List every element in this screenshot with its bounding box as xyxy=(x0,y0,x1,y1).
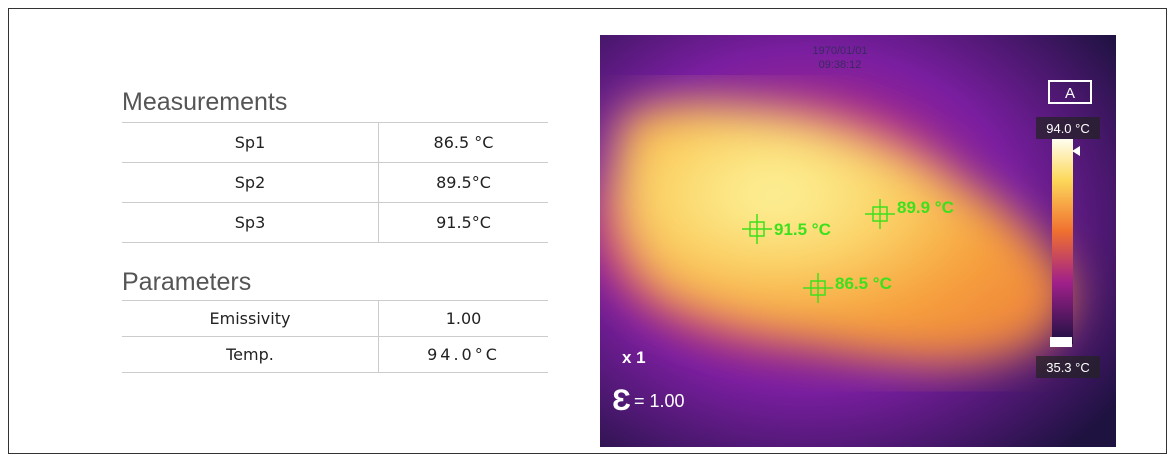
zoom: x 1 xyxy=(622,348,646,367)
section-title: Parameters xyxy=(122,268,252,296)
section-title: Measurements xyxy=(122,88,288,116)
epsilon-symbol: Ɛ xyxy=(612,384,631,417)
date: 1970/01/01 xyxy=(812,45,867,57)
table-cell: 91.5°C xyxy=(378,202,548,243)
measurements-table: Sp1 86.5 °C Sp2 89.5°C Sp3 91.5°C xyxy=(122,122,548,243)
thermal-image: A 94.0 °C 35.3 °C 1970/01/01 09:38:12 91… xyxy=(600,35,1116,447)
spot-label: 86.5 °C xyxy=(835,274,892,293)
table-cell: Sp2 xyxy=(122,162,379,203)
parameters-table: Emissivity 1.00 Temp. 94.0°C xyxy=(122,300,548,373)
mode-label: A xyxy=(1065,85,1075,102)
table-cell: 1.00 xyxy=(378,300,548,337)
table-row: Sp2 89.5°C xyxy=(122,162,548,203)
table-cell: 94.0°C xyxy=(378,336,548,373)
page-frame xyxy=(8,8,1167,454)
table-cell: 86.5 °C xyxy=(378,122,548,163)
emissivity: = 1.00 xyxy=(634,391,685,411)
table-cell: 89.5°C xyxy=(378,162,548,203)
table-cell: Sp1 xyxy=(122,122,379,163)
scale-max: 94.0 °C xyxy=(1046,121,1090,136)
table-cell: Sp3 xyxy=(122,202,379,243)
scale-min: 35.3 °C xyxy=(1046,360,1090,375)
table-cell: Emissivity xyxy=(122,300,379,337)
table-cell: Temp. xyxy=(122,336,379,373)
table-row: Sp1 86.5 °C xyxy=(122,122,548,163)
time: 09:38:12 xyxy=(819,59,862,71)
table-row: Emissivity 1.00 xyxy=(122,300,548,337)
table-row: Sp3 91.5°C xyxy=(122,202,548,243)
spot-label: 91.5 °C xyxy=(774,220,831,239)
spot-label: 89.9 °C xyxy=(897,198,954,217)
table-row: Temp. 94.0°C xyxy=(122,336,548,373)
